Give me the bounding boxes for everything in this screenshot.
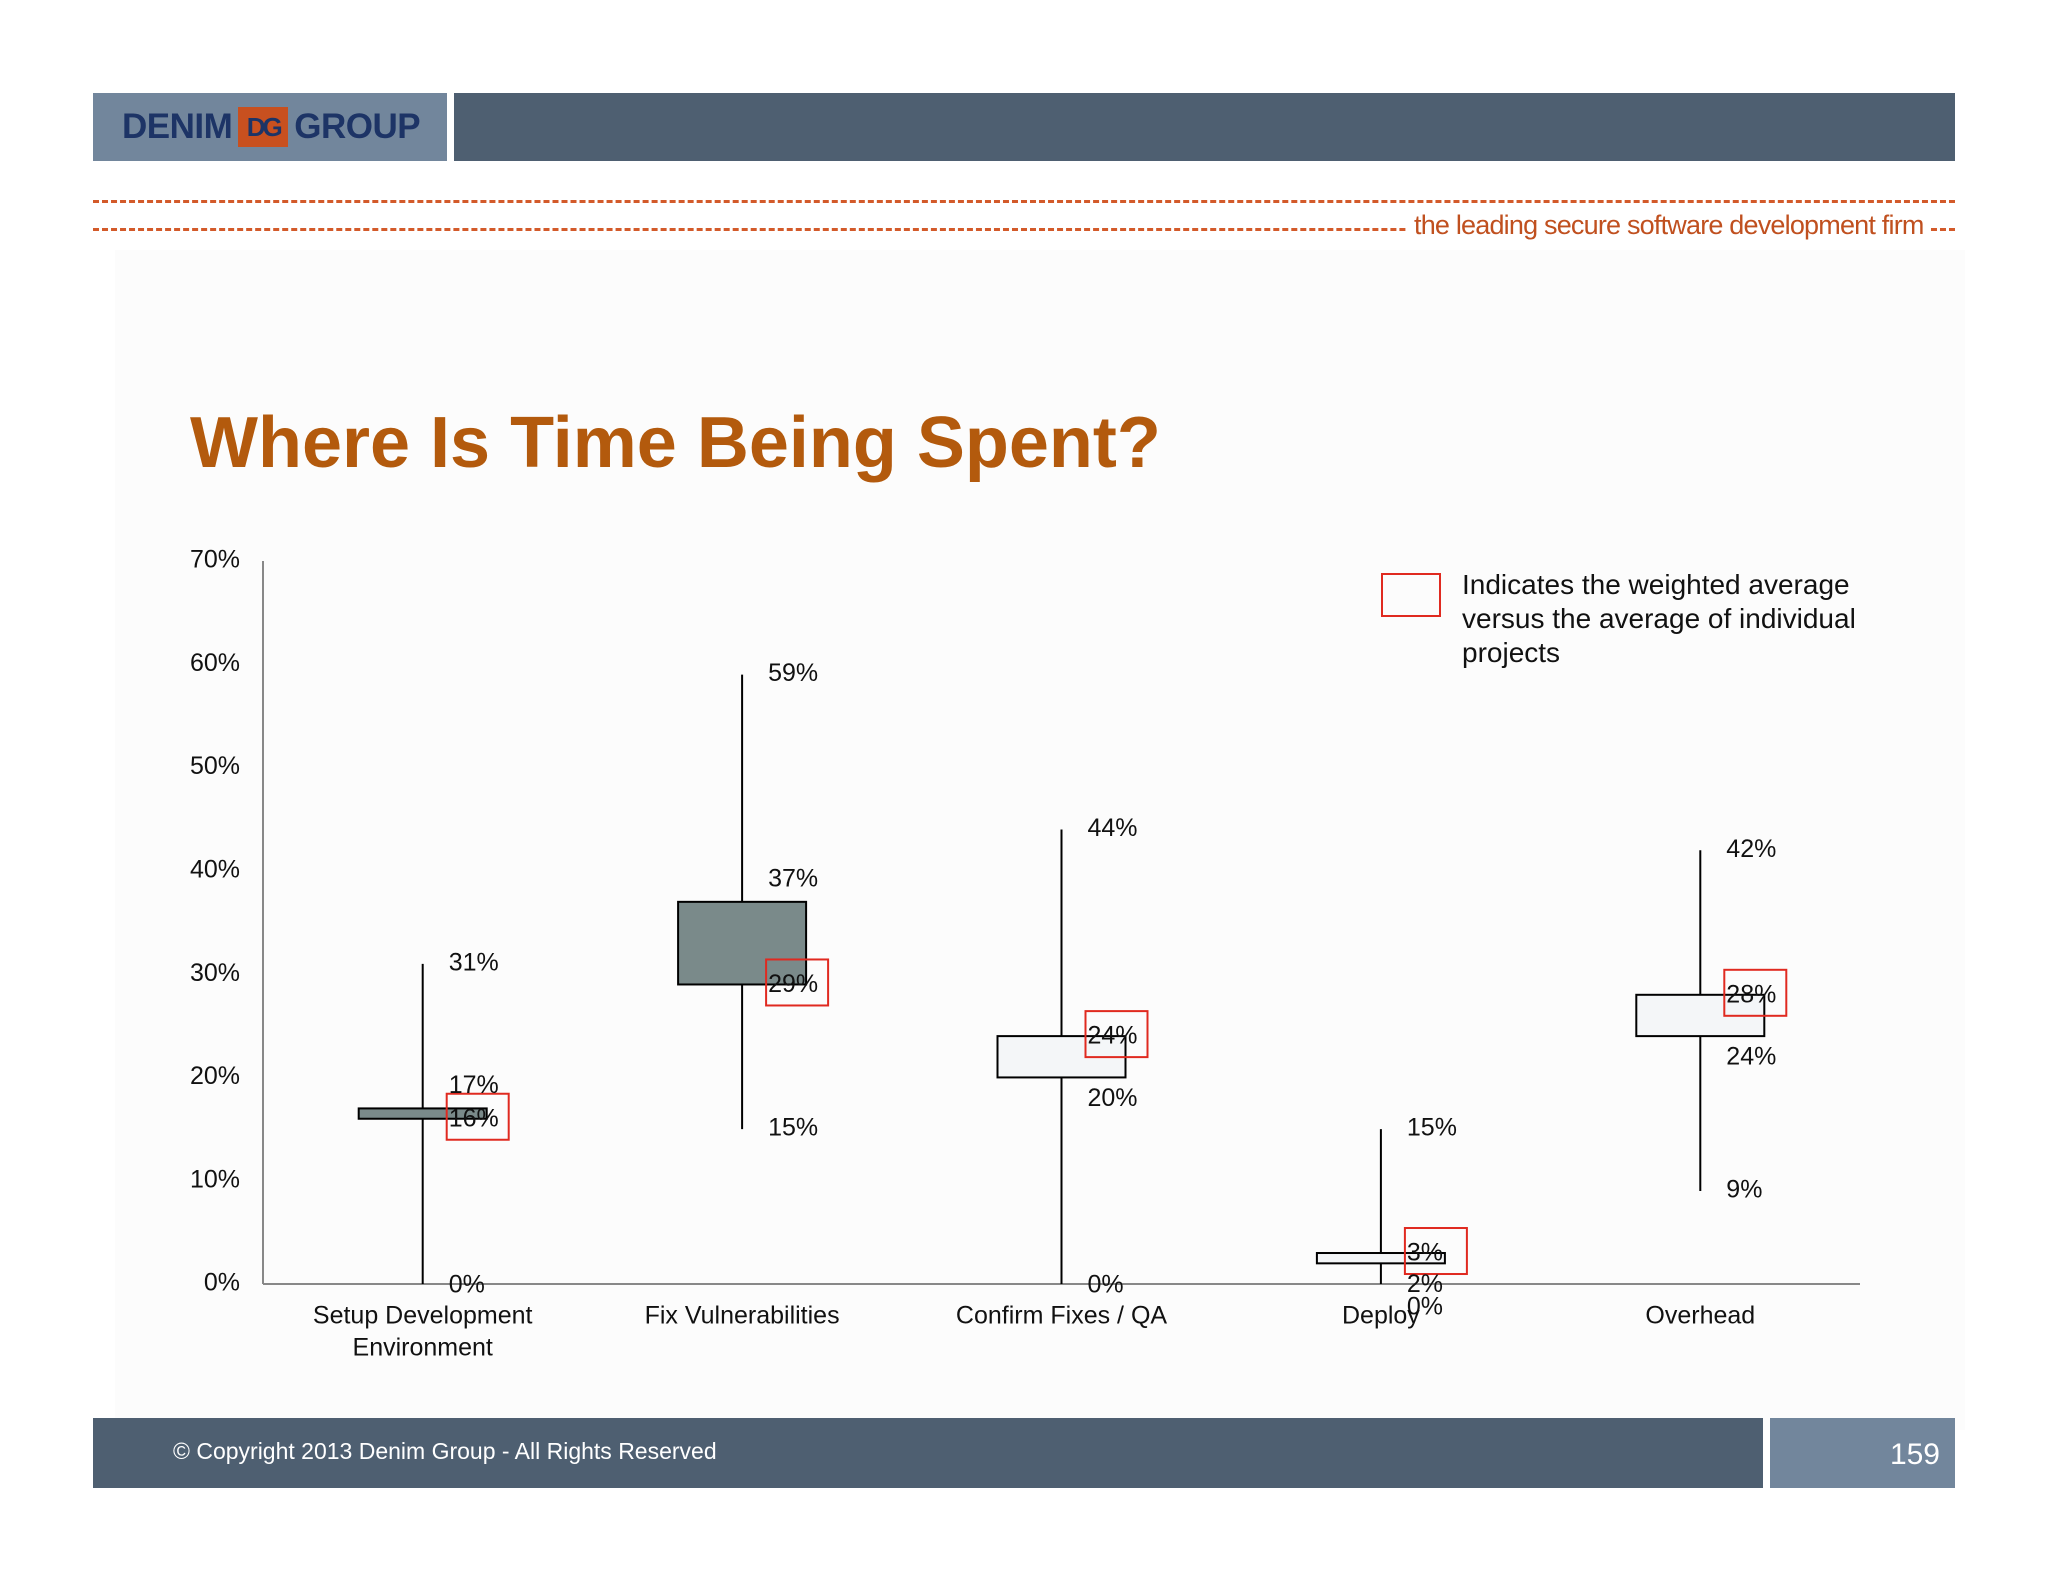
data-label-min: 0% — [449, 1271, 485, 1299]
y-tick-label: 50% — [190, 752, 240, 780]
data-label-max: 59% — [768, 659, 818, 687]
weighted-average-marker — [1723, 968, 1788, 1017]
box-rect — [677, 900, 808, 986]
x-category-label: Deploy — [1342, 1302, 1420, 1330]
weighted-average-marker — [1084, 1010, 1149, 1059]
y-tick-label: 20% — [190, 1062, 240, 1090]
y-tick-label: 30% — [190, 959, 240, 987]
logo-mark-icon: DG — [238, 107, 289, 147]
y-tick-label: 40% — [190, 855, 240, 883]
data-label-weighted: 16% — [449, 1104, 499, 1132]
x-category-label: Fix Vulnerabilities — [645, 1302, 840, 1330]
data-label-max: 15% — [1407, 1114, 1457, 1142]
y-tick-label: 70% — [190, 546, 240, 574]
denim-group-logo: DENIM DG GROUP — [122, 105, 421, 149]
data-label-box-bottom: 20% — [1088, 1084, 1138, 1112]
box-plot-chart: 0% 10% 20% 30% 40% 50% 60% 70% 31% 17% 16% 0% Setup … — [190, 546, 1860, 1362]
x-category-label: Setup Development — [313, 1302, 533, 1330]
data-label-box-bottom: 2% — [1407, 1270, 1443, 1298]
box-rect — [1315, 1252, 1446, 1265]
header-bar — [454, 93, 1955, 161]
data-label-box-top: 37% — [768, 864, 818, 892]
legend-text: Indicates the weighted average versus th… — [1462, 569, 1856, 668]
page-number: 159 — [1889, 1438, 1940, 1471]
logo-text-left: DENIM — [122, 107, 233, 146]
data-label-min: 0% — [1407, 1293, 1443, 1321]
data-label-box-top: 17% — [449, 1071, 499, 1099]
data-label-max: 31% — [449, 948, 499, 976]
copyright-text: © Copyright 2013 Denim Group - All Right… — [173, 1438, 717, 1464]
x-category-label: Environment — [353, 1334, 493, 1362]
data-label-box-bottom: 24% — [1726, 1043, 1776, 1071]
page-title: Where Is Time Being Spent? — [190, 403, 1161, 483]
data-label-weighted: 24% — [1088, 1022, 1138, 1050]
data-label-min: 0% — [1088, 1271, 1124, 1299]
y-tick-label: 10% — [190, 1165, 240, 1193]
weighted-average-marker — [445, 1092, 510, 1141]
weighted-average-marker — [765, 958, 830, 1007]
data-label-min: 9% — [1726, 1176, 1762, 1204]
logo-text-right: GROUP — [294, 107, 421, 146]
x-category-label: Overhead — [1645, 1302, 1755, 1330]
data-label-weighted: 28% — [1726, 980, 1776, 1008]
legend-weighted-average-marker — [1381, 573, 1441, 617]
data-label-min: 15% — [768, 1114, 818, 1142]
data-label-max: 42% — [1726, 835, 1776, 863]
box-rect — [357, 1107, 488, 1120]
dashed-divider-bottom — [93, 228, 1955, 231]
data-label-max: 44% — [1088, 814, 1138, 842]
tagline: the leading secure software development … — [1408, 210, 1930, 241]
footer-bar — [93, 1418, 1763, 1488]
data-label-weighted: 29% — [768, 970, 818, 998]
dashed-divider-top — [93, 200, 1955, 203]
y-tick-label: 0% — [204, 1269, 240, 1297]
data-label-weighted: 3% — [1407, 1239, 1443, 1267]
y-tick-label: 60% — [190, 649, 240, 677]
footer-page-panel — [1770, 1418, 1955, 1488]
x-category-label: Confirm Fixes / QA — [956, 1302, 1167, 1330]
weighted-average-marker — [1403, 1227, 1468, 1276]
